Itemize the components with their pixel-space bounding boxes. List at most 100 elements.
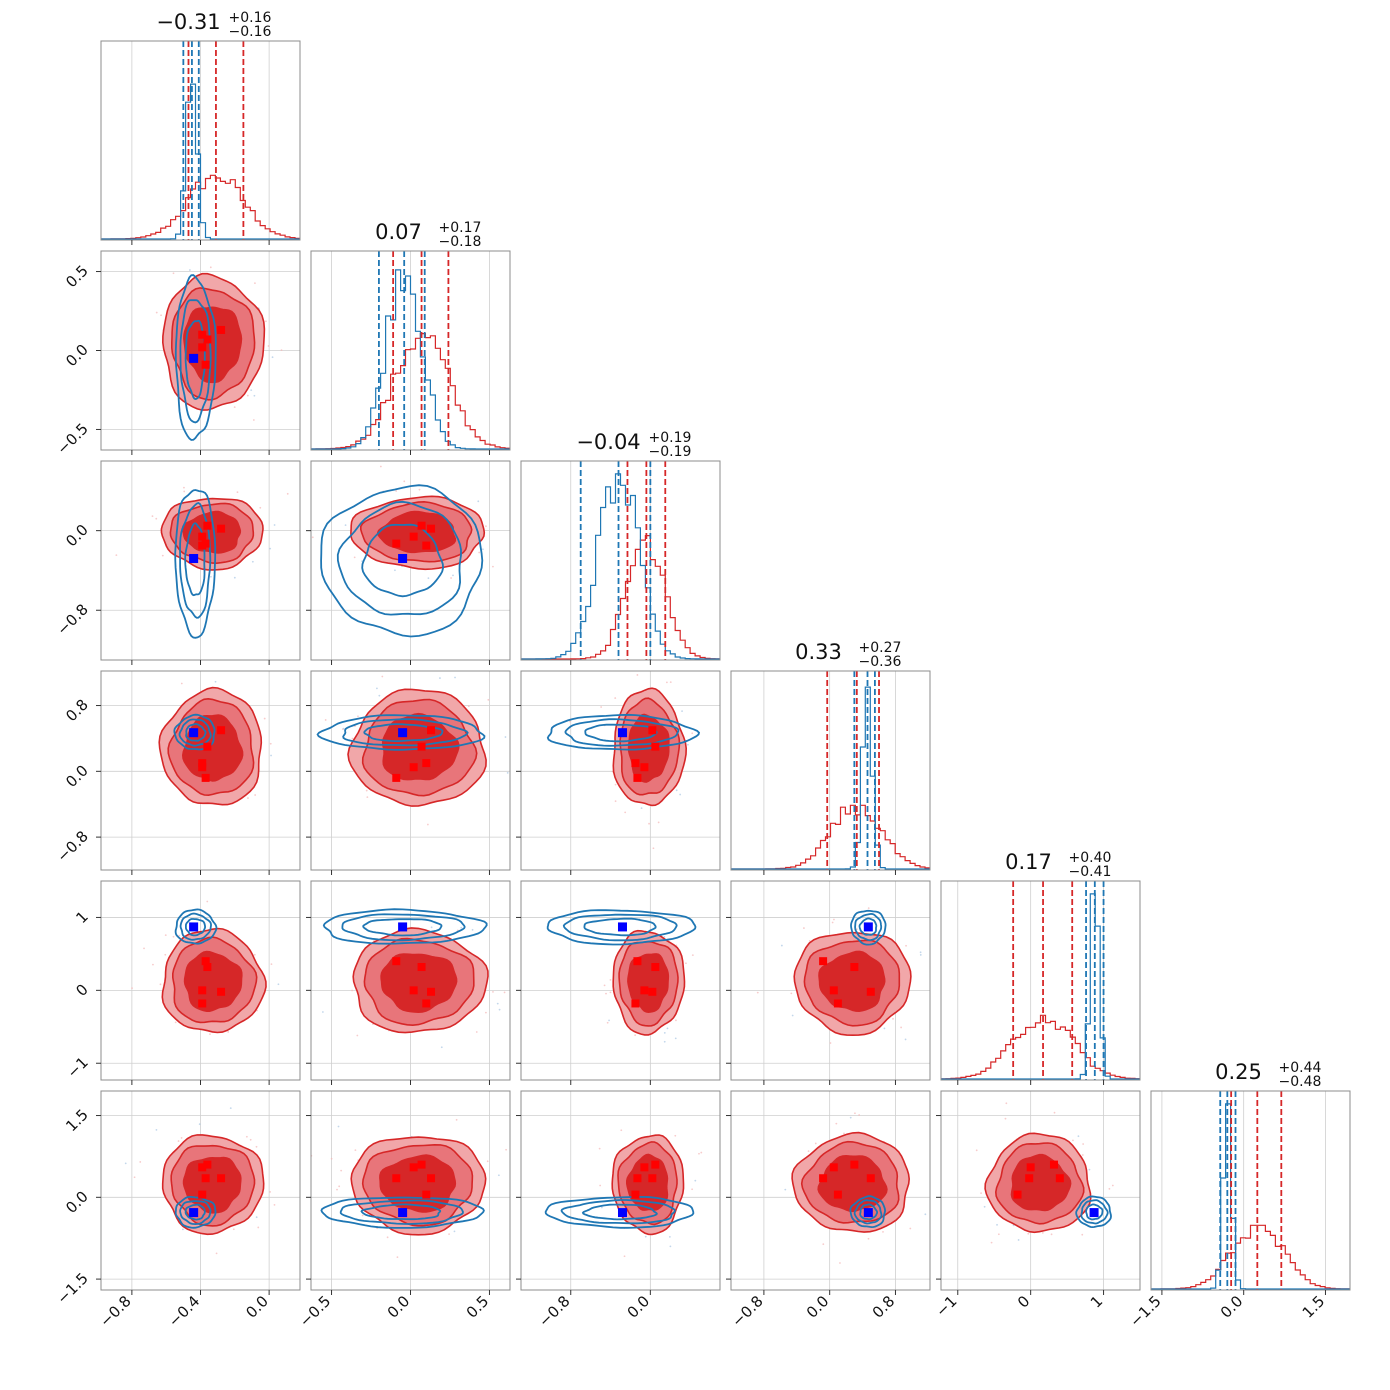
scatter-point-4-3-30: [904, 1038, 907, 1041]
blue-contour-3-0-2: [185, 723, 207, 742]
scatter-point-4-2-20: [609, 991, 612, 994]
red-marker-4-1-4: [409, 986, 418, 995]
scatter-point-2-0-58: [183, 486, 185, 489]
scatter-point-4-0-65: [227, 1031, 230, 1033]
scatter-point-5-4-8: [1004, 1117, 1007, 1120]
scatter-point-4-1-84: [498, 1008, 501, 1011]
panel-3-3: 0.33 +0.27−0.36: [730, 640, 931, 875]
scatter-point-3-1-66: [376, 687, 378, 690]
blue-contour-5-0-0: [174, 1196, 217, 1229]
scatter-point-4-3-89: [756, 991, 759, 994]
red-contour-inner-2-0: [181, 510, 242, 554]
ytick-label-1-0: −0.5: [53, 420, 91, 458]
scatter-point-3-2-19: [648, 822, 650, 825]
blue-contour-2-1-0: [320, 484, 484, 638]
blue-contour-5-1-2: [360, 1203, 442, 1221]
blue-contour-3-1-2: [363, 723, 444, 742]
blue-contour-5-3-0: [849, 1195, 887, 1229]
panel-frame-5-3: [730, 1090, 931, 1291]
truth-marker-2-1: [398, 554, 408, 564]
scatter-point-4-1-6: [321, 1011, 324, 1013]
scatter-point-3-0-86: [261, 664, 263, 666]
blue-contour-4-1-2: [362, 918, 443, 937]
scatter-point-5-4-11: [1108, 1187, 1111, 1190]
scatter-point-1-0-28: [155, 311, 158, 314]
scatter-point-5-1-37: [505, 1148, 508, 1151]
title-minus-4: −0.41: [1069, 864, 1112, 880]
scatter-point-5-0-13: [232, 1228, 235, 1231]
red-contour-inner-4-1: [380, 953, 458, 1014]
red-marker-2-1-1: [417, 521, 426, 530]
red-marker-4-3-4: [829, 986, 838, 995]
scatter-point-4-0-84: [277, 983, 280, 986]
scatter-point-5-4-60: [996, 1223, 998, 1226]
scatter-point-4-0-13: [164, 953, 167, 956]
title-3: 0.33: [795, 640, 842, 664]
xtick-label-3-0: −0.8: [728, 1292, 766, 1330]
panel-1-0: −0.5 0.0 0.5: [53, 250, 301, 458]
scatter-point-3-0-36: [302, 735, 304, 737]
xtick-label-0-2: 0.0: [242, 1292, 272, 1322]
scatter-point-5-4-17: [1050, 1233, 1053, 1236]
scatter-point-5-2-14: [674, 1134, 677, 1137]
title-plus-0: +0.16: [229, 10, 272, 26]
red-marker-5-3-4: [829, 1163, 838, 1172]
scatter-point-4-1-49: [475, 1031, 478, 1033]
blue-contour-5-0-2: [184, 1203, 206, 1221]
scatter-point-5-4-76: [1041, 1232, 1044, 1234]
scatter-point-3-2-26: [652, 847, 655, 850]
blue-contour-3-1-0: [316, 714, 486, 751]
scatter-point-4-2-70: [606, 1021, 609, 1024]
red-marker-5-0-1: [203, 1160, 212, 1169]
red-marker-3-0-2: [201, 773, 210, 782]
blue-contour-4-1-1: [341, 913, 466, 942]
scatter-point-5-1-76: [330, 1157, 333, 1160]
scatter-point-5-0-59: [269, 1191, 271, 1193]
scatter-point-3-1-29: [426, 823, 429, 826]
red-marker-3-0-4: [198, 763, 207, 772]
scatter-point-1-0-32: [209, 266, 212, 269]
red-marker-4-1-1: [417, 963, 426, 972]
title-minus-1: −0.18: [439, 234, 482, 250]
scatter-point-2-1-2: [519, 526, 521, 528]
blue-contour-5-3-2: [859, 1203, 878, 1221]
scatter-point-4-1-48: [460, 926, 463, 929]
red-histogram-0: [101, 174, 300, 240]
blue-histogram-1: [311, 269, 510, 450]
red-marker-1-0-0: [217, 325, 226, 334]
scatter-point-4-0-86: [143, 947, 145, 950]
scatter-point-2-0-53: [183, 490, 186, 493]
scatter-point-3-1-69: [504, 736, 507, 738]
red-marker-5-4-1: [1049, 1160, 1058, 1169]
red-marker-5-0-0: [217, 1174, 226, 1183]
red-marker-2-1-3: [422, 541, 431, 550]
blue-contour-2-0-1: [179, 502, 212, 619]
scatter-point-2-0-69: [210, 575, 212, 578]
red-marker-5-4-0: [1025, 1174, 1034, 1183]
scatter-point-5-2-13: [691, 1188, 694, 1191]
scatter-point-4-0-55: [159, 983, 162, 986]
blue-contour-2-1-1: [336, 500, 462, 616]
scatter-point-1-0-10: [254, 282, 256, 285]
scatter-point-4-3-27: [780, 944, 783, 947]
red-marker-3-1-2: [392, 773, 401, 782]
scatter-point-4-2-37: [605, 992, 607, 995]
scatter-point-2-1-1: [478, 551, 481, 554]
scatter-point-1-0-52: [280, 349, 283, 352]
scatter-point-3-2-48: [675, 789, 678, 792]
ytick-label-3-1: 0.0: [62, 761, 92, 791]
scatter-point-2-1-40: [450, 577, 452, 579]
scatter-point-5-0-1: [180, 1137, 183, 1139]
scatter-point-5-4-55: [1053, 1111, 1056, 1114]
scatter-point-1-0-41: [246, 394, 249, 397]
scatter-point-5-4-65: [997, 1233, 1000, 1236]
blue-histogram-0: [101, 83, 300, 240]
xtick-label-1-1: 0.0: [384, 1292, 414, 1322]
scatter-point-3-2-59: [624, 811, 627, 814]
scatter-point-3-1-60: [454, 676, 456, 679]
red-marker-5-0-4: [198, 1163, 207, 1172]
panel-frame-4-3: [730, 880, 931, 1081]
title-minus-5: −0.48: [1279, 1074, 1322, 1090]
title-5: 0.25: [1215, 1060, 1262, 1084]
